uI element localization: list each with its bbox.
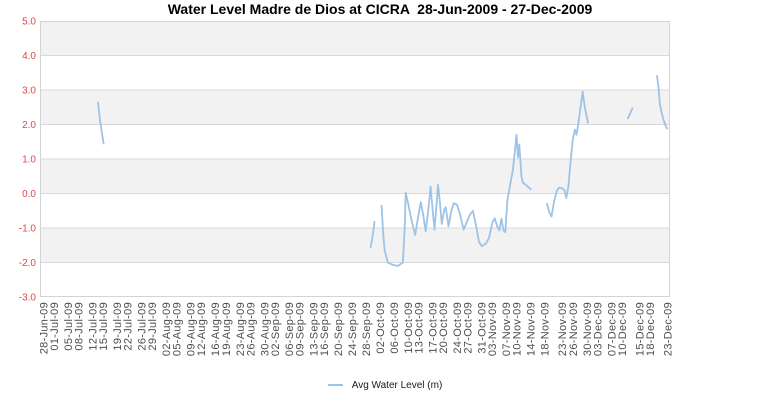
x-tick-label: 16-Sep-09 <box>319 302 331 356</box>
data-series-segment <box>546 90 589 218</box>
band-stripe <box>40 228 670 263</box>
legend: Avg Water Level (m) <box>0 376 770 394</box>
x-tick-label: 12-Jul-09 <box>88 302 100 351</box>
x-tick-label: 08-Jul-09 <box>74 302 86 351</box>
x-tick-label: 18-Nov-09 <box>540 302 552 356</box>
x-tick-label: 13-Oct-09 <box>414 302 426 354</box>
y-tick-label: 0.0 <box>22 189 36 200</box>
x-tick-label: 02-Sep-09 <box>270 302 282 356</box>
x-tick-label: 30-Aug-09 <box>259 302 271 356</box>
x-tick-label: 20-Sep-09 <box>333 302 345 356</box>
y-tick-label: -2.0 <box>19 258 37 269</box>
x-tick-label: 09-Sep-09 <box>294 302 306 356</box>
x-tick-label: 26-Jul-09 <box>137 302 149 351</box>
x-tick-label: 03-Dec-09 <box>592 302 604 356</box>
x-tick-label: 19-Aug-09 <box>221 302 233 356</box>
x-tick-label: 26-Aug-09 <box>245 302 257 356</box>
x-tick-label: 05-Jul-09 <box>63 302 75 351</box>
y-tick-label: 5.0 <box>22 17 36 28</box>
x-tick-label: 23-Aug-09 <box>235 302 247 356</box>
x-tick-label: 23-Nov-09 <box>557 302 569 356</box>
chart-title: Water Level Madre de Dios at CICRA 28-Ju… <box>167 1 593 17</box>
x-tick-label: 02-Aug-09 <box>161 302 173 356</box>
x-tick-label: 19-Jul-09 <box>112 302 124 351</box>
data-series-segment <box>627 107 634 120</box>
data-series-segment <box>380 133 532 267</box>
x-tick-label: 28-Sep-09 <box>361 302 373 356</box>
x-tick-label: 01-Jul-09 <box>49 302 61 351</box>
data-series-segment <box>369 220 376 248</box>
x-tick-label: 10-Dec-09 <box>617 302 629 356</box>
band-stripe <box>40 90 670 125</box>
x-tick-label: 02-Oct-09 <box>375 302 387 354</box>
band-stripe <box>40 159 670 194</box>
x-tick-label: 13-Sep-09 <box>308 302 320 356</box>
x-tick-label: 22-Jul-09 <box>123 302 135 351</box>
x-tick-label: 15-Dec-09 <box>634 302 646 356</box>
legend-label: Avg Water Level (m) <box>351 379 443 391</box>
x-tick-label: 29-Jul-09 <box>147 302 159 351</box>
x-tick-label: 24-Oct-09 <box>452 302 464 354</box>
y-tick-label: -3.0 <box>19 293 37 304</box>
x-tick-label: 23-Dec-09 <box>662 302 674 356</box>
x-tick-label: 12-Aug-09 <box>196 302 208 356</box>
x-tick-label: 16-Aug-09 <box>210 302 222 356</box>
legend-line-sample <box>327 384 343 386</box>
x-tick-label: 27-Oct-09 <box>463 302 475 354</box>
x-tick-label: 18-Dec-09 <box>645 302 657 356</box>
band-stripe <box>40 21 670 56</box>
x-tick-label: 31-Oct-09 <box>477 302 489 354</box>
x-tick-label: 05-Aug-09 <box>172 302 184 356</box>
x-tick-label: 06-Sep-09 <box>284 302 296 356</box>
x-tick-label: 14-Nov-09 <box>526 302 538 356</box>
x-tick-label: 30-Nov-09 <box>582 302 594 356</box>
x-tick-label: 15-Jul-09 <box>98 302 110 351</box>
x-tick-label: 09-Aug-09 <box>186 302 198 356</box>
x-tick-label: 07-Dec-09 <box>606 302 618 356</box>
x-tick-label: 20-Oct-09 <box>438 302 450 354</box>
plot-border <box>40 21 670 297</box>
x-tick-label: 06-Oct-09 <box>389 302 401 354</box>
x-tick-label: 07-Nov-09 <box>501 302 513 356</box>
y-tick-label: 3.0 <box>22 86 36 97</box>
y-tick-label: 2.0 <box>22 120 36 131</box>
x-tick-label: 03-Nov-09 <box>487 302 499 356</box>
x-tick-label: 17-Oct-09 <box>428 302 440 354</box>
data-series-segment <box>656 75 669 130</box>
data-series-segment <box>97 101 105 145</box>
y-tick-label: 1.0 <box>22 155 36 166</box>
x-tick-label: 26-Nov-09 <box>568 302 580 356</box>
y-tick-label: -1.0 <box>19 224 37 235</box>
x-tick-label: 10-Oct-09 <box>403 302 415 354</box>
y-tick-label: 4.0 <box>22 51 36 62</box>
x-tick-label: 10-Nov-09 <box>512 302 524 356</box>
x-tick-label: 24-Sep-09 <box>347 302 359 356</box>
x-tick-label: 28-Jun-09 <box>39 302 51 354</box>
